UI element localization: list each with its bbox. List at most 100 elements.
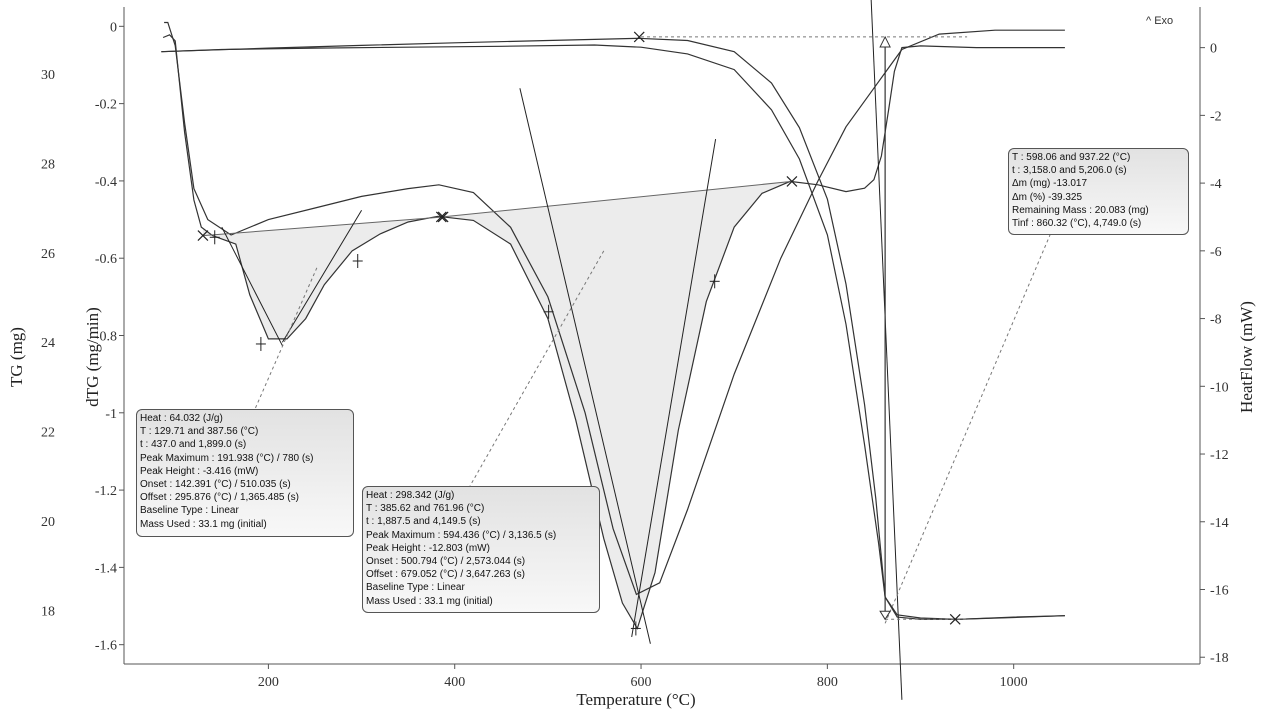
annotation-line: Heat : 298.342 (J/g) bbox=[366, 490, 455, 501]
peak-area-fill bbox=[202, 216, 444, 339]
plus-marker bbox=[352, 253, 363, 268]
annotation-line: T : 598.06 and 937.22 (°C) bbox=[1012, 152, 1131, 163]
annotation-box-peak-1: Heat : 64.032 (J/g) T : 129.71 and 387.56… bbox=[136, 409, 354, 537]
marker-stroke bbox=[949, 613, 961, 625]
tangent-line bbox=[631, 139, 717, 637]
x-tick-label: 400 bbox=[444, 675, 465, 690]
heatflow-tick-label: -2 bbox=[1210, 109, 1222, 124]
heatflow-axis-title: HeatFlow (mW) bbox=[1237, 301, 1256, 413]
cross-marker bbox=[949, 613, 961, 625]
tangent-line bbox=[870, 0, 903, 700]
heatflow-tick-label: 0 bbox=[1210, 42, 1217, 57]
dtg-tick-label: -1.2 bbox=[95, 484, 117, 499]
annotation-line: Heat : 64.032 (J/g) bbox=[140, 413, 223, 424]
annotation-line: Remaining Mass : 20.083 (mg) bbox=[1012, 204, 1149, 216]
annotation-line: T : 385.62 and 761.96 (°C) bbox=[366, 503, 485, 515]
annotation-line: Peak Maximum : 594.436 (°C) / 3,136.5 (s… bbox=[366, 529, 557, 541]
annotation-line: Mass Used : 33.1 mg (initial) bbox=[366, 595, 493, 607]
plus-marker bbox=[709, 274, 720, 289]
dtg-tick-label: -1.4 bbox=[95, 561, 117, 576]
tg-tick-label: 20 bbox=[41, 515, 55, 530]
annotation-line: t : 3,158.0 and 5,206.0 (s) bbox=[1012, 165, 1127, 177]
dtg-axis-title: dTG (mg/min) bbox=[83, 307, 102, 407]
tg-tick-label: 24 bbox=[41, 336, 55, 351]
annotation-line: Offset : 295.876 (°C) / 1,365.485 (s) bbox=[140, 492, 299, 504]
marker-stroke bbox=[437, 211, 449, 223]
curve-dtg bbox=[164, 21, 1065, 596]
heatflow-tick-label: -4 bbox=[1210, 177, 1222, 192]
tg-tick-label: 26 bbox=[41, 247, 55, 262]
dtg-tick-label: -1 bbox=[105, 407, 117, 422]
annotation-line: Peak Height : -3.416 (mW) bbox=[140, 465, 259, 477]
x-tick-label: 800 bbox=[817, 675, 838, 690]
x-tick-label: 1000 bbox=[1000, 675, 1028, 690]
heatflow-tick-label: -18 bbox=[1210, 651, 1229, 666]
tangent-line bbox=[281, 209, 363, 343]
dtg-tick-label: -0.4 bbox=[95, 175, 117, 190]
marker-layer bbox=[197, 31, 961, 636]
annotation-leader-line bbox=[884, 234, 1051, 624]
annotation-line: Peak Height : -12.803 (mW) bbox=[366, 542, 490, 554]
annotation-line: t : 437.0 and 1,899.0 (s) bbox=[140, 439, 247, 451]
x-tick-label: 200 bbox=[258, 675, 279, 690]
curve-hf bbox=[162, 34, 1065, 630]
annotation-line: Δm (%) -39.325 bbox=[1012, 191, 1083, 203]
cross-marker bbox=[197, 230, 209, 242]
tg-axis-title: TG (mg) bbox=[7, 327, 26, 387]
annotation-leader-line bbox=[254, 267, 318, 410]
annotation-box-peak-2: Heat : 298.342 (J/g) T : 385.62 and 761.9… bbox=[362, 486, 600, 613]
x-tick-label: 600 bbox=[631, 675, 652, 690]
exo-label: ^ Exo bbox=[1146, 15, 1173, 27]
heatflow-tick-label: -6 bbox=[1210, 245, 1222, 260]
annotation-line: Offset : 679.052 (°C) / 3,647.263 (s) bbox=[366, 569, 525, 581]
tg-tick-label: 22 bbox=[41, 426, 55, 441]
dtg-tick-label: -0.6 bbox=[95, 252, 117, 267]
cross-marker bbox=[437, 211, 449, 223]
tangent-line bbox=[221, 226, 283, 346]
cross-marker bbox=[786, 175, 798, 187]
marker-stroke bbox=[197, 230, 209, 242]
heatflow-tick-label: -16 bbox=[1210, 583, 1229, 598]
marker-stroke bbox=[633, 31, 645, 43]
mass-step-arrowhead-up bbox=[879, 35, 891, 48]
plus-marker bbox=[255, 336, 266, 351]
tg-tick-label: 18 bbox=[41, 604, 55, 619]
dtg-tick-label: -1.6 bbox=[95, 639, 117, 654]
tg-tick-label: 28 bbox=[41, 157, 55, 172]
cross-marker bbox=[435, 211, 447, 223]
baseline-line bbox=[441, 180, 792, 218]
curve-lines bbox=[161, 0, 1065, 700]
cross-marker bbox=[633, 31, 645, 43]
mass-step-arrowhead-down bbox=[879, 610, 892, 621]
plus-marker bbox=[209, 230, 220, 245]
curve-tg bbox=[161, 37, 1065, 620]
peak-area-fill bbox=[441, 181, 792, 624]
annotation-line: Mass Used : 33.1 mg (initial) bbox=[140, 518, 267, 530]
tg-tick-label: 30 bbox=[41, 68, 55, 83]
marker-stroke bbox=[435, 211, 447, 223]
annotation-line: Onset : 142.391 (°C) / 510.035 (s) bbox=[140, 479, 291, 491]
annotation-line: Baseline Type : Linear bbox=[366, 582, 465, 594]
x-axis-title: Temperature (°C) bbox=[576, 690, 695, 709]
plus-marker bbox=[543, 304, 554, 319]
heatflow-tick-label: -10 bbox=[1210, 380, 1229, 395]
tangent-line bbox=[519, 88, 651, 644]
dtg-tick-label: -0.8 bbox=[95, 330, 117, 345]
annotation-line: t : 1,887.5 and 4,149.5 (s) bbox=[366, 516, 481, 528]
heatflow-tick-label: -14 bbox=[1210, 516, 1229, 531]
plus-marker bbox=[630, 621, 641, 636]
annotation-line: Tinf : 860.32 (°C), 4,749.0 (s) bbox=[1012, 218, 1142, 230]
dtg-tick-label: -0.2 bbox=[95, 98, 117, 113]
axis-ticks: 200 400 600 800 1000 18 20 22 24 26 28 30 0 -0.2 -0.4 -… bbox=[41, 20, 1229, 690]
heatflow-tick-label: -12 bbox=[1210, 448, 1229, 463]
annotation-line: T : 129.71 and 387.56 (°C) bbox=[140, 426, 259, 438]
annotation-line: Δm (mg) -13.017 bbox=[1012, 178, 1088, 190]
annotation-line: Baseline Type : Linear bbox=[140, 505, 239, 517]
annotation-line: Peak Maximum : 191.938 (°C) / 780 (s) bbox=[140, 452, 314, 464]
heatflow-tick-label: -8 bbox=[1210, 313, 1222, 328]
annotation-box-mass-step: T : 598.06 and 937.22 (°C) t : 3,158.0 an… bbox=[1008, 148, 1189, 235]
curve-tg bbox=[161, 44, 1065, 620]
baseline-line bbox=[202, 216, 444, 237]
dtg-tick-label: 0 bbox=[110, 20, 117, 35]
